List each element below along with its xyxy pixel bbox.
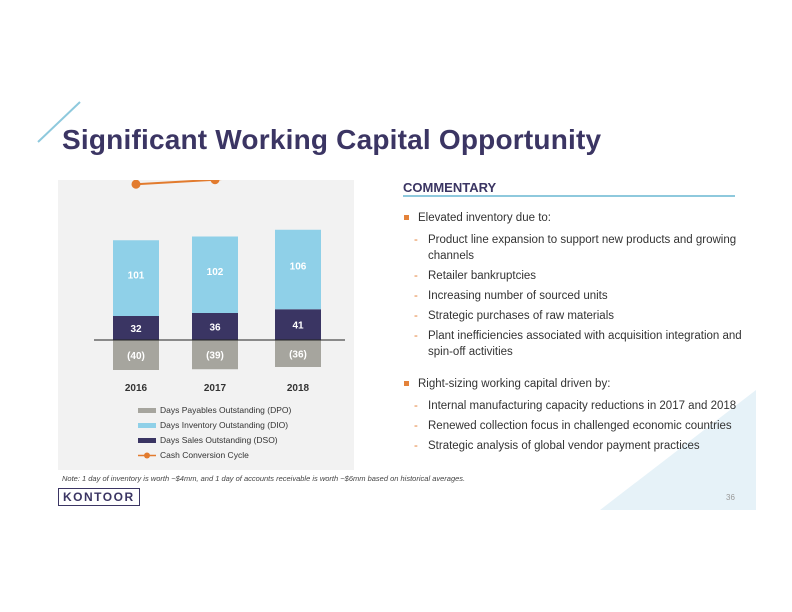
label-dpo-2017: (39) <box>206 351 224 362</box>
kontoor-logo: KONTOOR <box>58 488 140 506</box>
label-dpo-2018: (36) <box>289 350 307 361</box>
sub-bullet-text: Increasing number of sourced units <box>428 290 608 302</box>
commentary-heading: COMMENTARY <box>403 180 497 195</box>
legend-label-dio: Days Inventory Outstanding (DIO) <box>160 420 289 430</box>
bar-dio-2018 <box>275 229 321 310</box>
legend-swatch-ccc <box>138 452 156 459</box>
sub-bullet: - Strategic purchases of raw materials <box>403 308 743 324</box>
dash-marker: - <box>414 400 418 412</box>
sublist-inventory: - Product line expansion to support new p… <box>403 232 743 360</box>
sub-bullet-text: Plant inefficiencies associated with acq… <box>428 330 742 358</box>
ccc-point-2016 <box>131 180 141 189</box>
bullet-rightsizing: Right-sizing working capital driven by: <box>403 376 743 392</box>
sub-bullet: - Internal manufacturing capacity reducti… <box>403 398 743 414</box>
legend-label-dpo: Days Payables Outstanding (DPO) <box>160 405 292 415</box>
x-tick-label-2018: 2018 <box>287 383 310 394</box>
chart-legend: Days Payables Outstanding (DPO) Days Inv… <box>138 403 291 463</box>
dash-marker: - <box>414 270 418 282</box>
bar-dso-2017 <box>192 313 238 340</box>
legend-item-dpo: Days Payables Outstanding (DPO) <box>138 403 291 418</box>
sublist-rightsizing: - Internal manufacturing capacity reducti… <box>403 398 743 454</box>
bullet-inventory: Elevated inventory due to: <box>403 210 743 226</box>
ccc-point-2017 <box>210 180 220 185</box>
sub-bullet-text: Product line expansion to support new pr… <box>428 234 737 262</box>
label-dso-2017: 36 <box>209 323 221 334</box>
sub-bullet: - Retailer bankruptcies <box>403 268 743 284</box>
bar-dio-2016 <box>113 240 159 316</box>
bar-dpo-2017 <box>192 340 238 370</box>
bar-dso-2016 <box>113 316 159 340</box>
label-dio-2017: 102 <box>207 267 224 278</box>
ccc-line <box>135 180 222 186</box>
footnote: Note: 1 day of inventory is worth ~$4mm,… <box>62 474 466 483</box>
label-dso-2018: 41 <box>292 321 304 332</box>
page-number: 36 <box>726 493 735 502</box>
label-dio-2018: 106 <box>290 262 307 273</box>
legend-swatch-dpo <box>138 408 156 413</box>
dash-marker: - <box>414 310 418 322</box>
legend-item-ccc: Cash Conversion Cycle <box>138 448 291 463</box>
sub-bullet-text: Strategic analysis of global vendor paym… <box>428 440 700 452</box>
bar-dso-2018 <box>275 309 321 340</box>
sub-bullet: - Plant inefficiencies associated with ac… <box>403 328 743 360</box>
legend-item-dio: Days Inventory Outstanding (DIO) <box>138 418 291 433</box>
x-tick-label-2016: 2016 <box>125 383 148 394</box>
sub-bullet-text: Renewed collection focus in challenged e… <box>428 420 732 432</box>
label-dso-2016: 32 <box>130 324 142 335</box>
page-title: Significant Working Capital Opportunity <box>62 124 602 155</box>
sub-bullet: - Increasing number of sourced units <box>403 288 743 304</box>
sub-bullet: - Strategic analysis of global vendor pay… <box>403 438 743 454</box>
legend-swatch-dio <box>138 423 156 428</box>
dash-marker: - <box>414 330 418 342</box>
commentary-divider <box>403 195 735 197</box>
sub-bullet-text: Strategic purchases of raw materials <box>428 310 614 322</box>
dash-marker: - <box>414 234 418 246</box>
legend-swatch-dso <box>138 438 156 443</box>
dash-marker: - <box>414 290 418 302</box>
commentary-bullets: Elevated inventory due to: - Product line… <box>403 210 743 470</box>
working-capital-chart: (40)321012016(39)361022017(36)4110620189… <box>94 180 345 394</box>
dash-marker: - <box>414 440 418 452</box>
label-dio-2016: 101 <box>128 270 145 281</box>
x-tick-label-2017: 2017 <box>204 383 227 394</box>
label-dpo-2016: (40) <box>127 351 145 362</box>
accent-line-decoration <box>37 101 81 143</box>
sub-bullet-text: Retailer bankruptcies <box>428 270 537 282</box>
legend-label-ccc: Cash Conversion Cycle <box>160 450 249 460</box>
dash-marker: - <box>414 420 418 432</box>
bar-dio-2017 <box>192 236 238 313</box>
legend-item-dso: Days Sales Outstanding (DSO) <box>138 433 291 448</box>
bar-dpo-2016 <box>113 340 159 370</box>
sub-bullet: - Product line expansion to support new p… <box>403 232 743 264</box>
sub-bullet: - Renewed collection focus in challenged … <box>403 418 743 434</box>
bar-dpo-2018 <box>275 340 321 367</box>
legend-label-dso: Days Sales Outstanding (DSO) <box>160 435 278 445</box>
sub-bullet-text: Internal manufacturing capacity reductio… <box>428 400 737 412</box>
